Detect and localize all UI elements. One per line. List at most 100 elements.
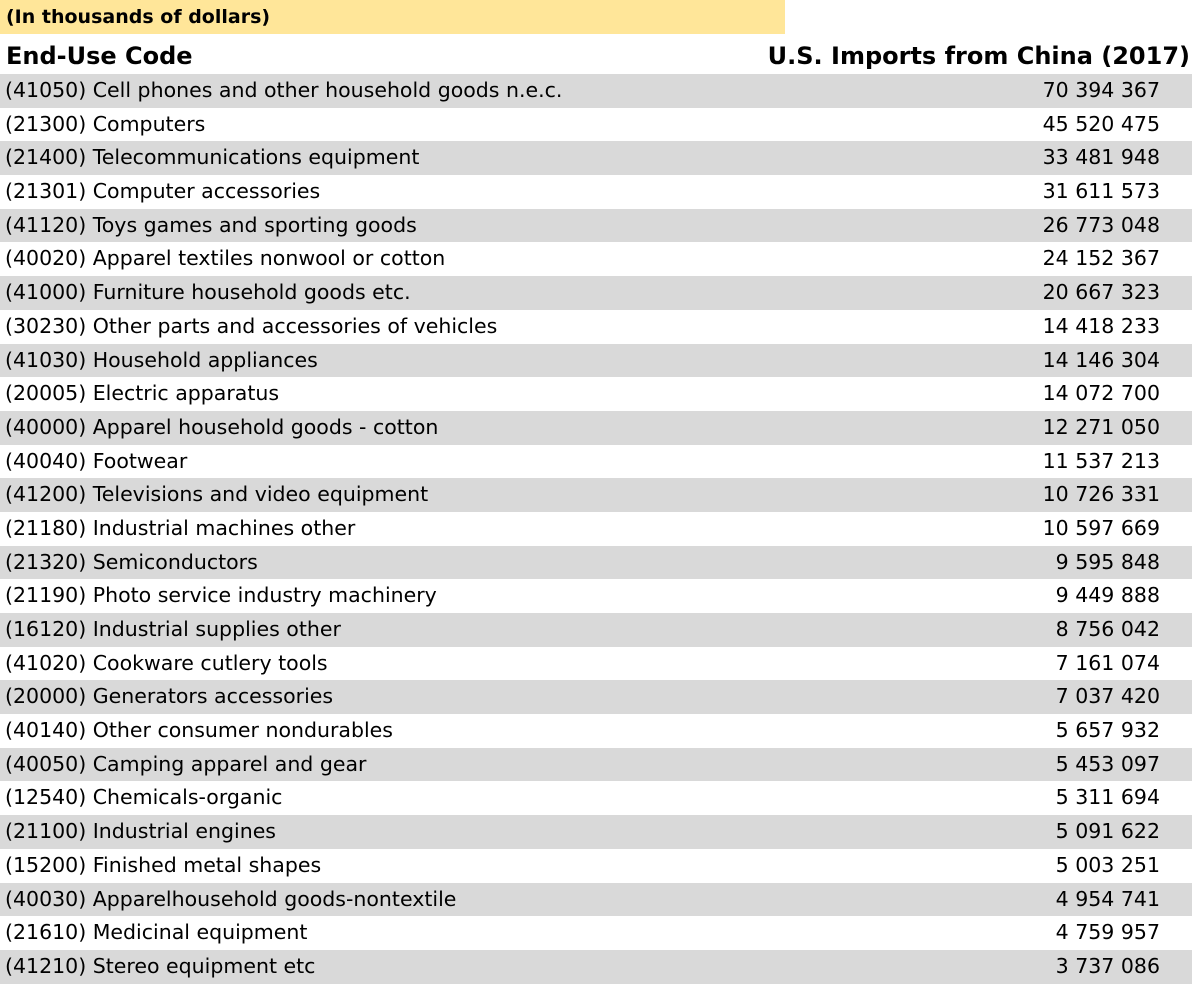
row-shading: [0, 478, 1192, 512]
table-row: (20005) Electric apparatus 14 072 700: [0, 377, 1200, 411]
row-shading: [0, 613, 1192, 647]
end-use-code-cell: (41000) Furniture household goods etc.: [5, 280, 411, 305]
import-value-cell: 8 756 042: [1055, 617, 1160, 641]
import-value-cell: 14 418 233: [1042, 313, 1160, 338]
end-use-code-cell: (21610) Medicinal equipment: [5, 920, 308, 945]
table-row: (21301) Computer accessories 31 611 573: [0, 175, 1200, 209]
table-row: (41000) Furniture household goods etc. 20…: [0, 276, 1200, 310]
row-shading: [0, 343, 1192, 378]
import-value-cell: 9 449 888: [1055, 583, 1160, 608]
import-value-cell: 31 611 573: [1042, 179, 1160, 204]
table-row: (21320) Semiconductors 9 595 848: [0, 545, 1200, 580]
table-row: (41120) Toys games and sporting goods 26 …: [0, 208, 1200, 243]
end-use-code-cell: (40040) Footwear: [5, 448, 188, 473]
import-value-cell: 12 271 050: [1042, 414, 1160, 439]
end-use-code-cell: (20005) Electric apparatus: [5, 381, 280, 406]
imports-table-body: (41050) Cell phones and other household …: [0, 74, 1200, 984]
table-row: (16120) Industrial supplies other 8 756 0…: [0, 613, 1200, 647]
import-value-cell: 10 726 331: [1042, 482, 1160, 507]
import-value-cell: 14 146 304: [1042, 347, 1160, 372]
import-value-cell: 4 954 741: [1055, 886, 1160, 911]
table-row: (15200) Finished metal shapes 5 003 251: [0, 849, 1200, 883]
table-row: (30230) Other parts and accessories of v…: [0, 310, 1200, 344]
table-row: (21400) Telecommunications equipment 33 4…: [0, 141, 1200, 176]
import-value-cell: 7 037 420: [1055, 684, 1160, 709]
end-use-code-cell: (21301) Computer accessories: [5, 179, 321, 204]
table-row: (41050) Cell phones and other household …: [0, 74, 1200, 108]
row-shading: [0, 545, 1192, 580]
row-shading: [0, 276, 1192, 310]
row-shading: [0, 141, 1192, 176]
import-value-cell: 7 161 074: [1055, 650, 1160, 675]
row-shading: [0, 882, 1192, 917]
import-value-cell: 3 737 086: [1055, 953, 1160, 978]
end-use-code-cell: (21400) Telecommunications equipment: [5, 145, 420, 170]
table-row: (21610) Medicinal equipment 4 759 957: [0, 916, 1200, 950]
table-row: (21300) Computers 45 520 475: [0, 108, 1200, 142]
end-use-code-cell: (21300) Computers: [5, 111, 206, 136]
table-row: (12540) Chemicals-organic 5 311 694: [0, 781, 1200, 815]
end-use-code-cell: (41030) Household appliances: [5, 347, 318, 372]
import-value-cell: 9 595 848: [1055, 549, 1160, 574]
import-value-cell: 20 667 323: [1042, 280, 1160, 305]
import-value-cell: 26 773 048: [1042, 212, 1160, 237]
table-row: (40050) Camping apparel and gear 5 453 09…: [0, 747, 1200, 782]
end-use-code-cell: (41210) Stereo equipment etc: [5, 953, 316, 978]
table-header: End-Use Code U.S. Imports from China (20…: [0, 36, 1200, 74]
end-use-code-cell: (41120) Toys games and sporting goods: [5, 212, 417, 237]
table-row: (41030) Household appliances 14 146 304: [0, 343, 1200, 378]
end-use-code-cell: (21320) Semiconductors: [5, 549, 258, 574]
row-shading: [0, 949, 1192, 984]
table-row: (21190) Photo service industry machinery…: [0, 579, 1200, 613]
import-value-cell: 4 759 957: [1055, 920, 1160, 945]
row-shading: [0, 208, 1192, 243]
row-shading: [0, 815, 1192, 849]
table-row: (20000) Generators accessories 7 037 420: [0, 680, 1200, 715]
end-use-code-cell: (40020) Apparel textiles nonwool or cott…: [5, 246, 446, 271]
end-use-code-cell: (30230) Other parts and accessories of v…: [5, 313, 498, 338]
row-shading: [0, 680, 1192, 715]
import-value-cell: 5 003 251: [1055, 852, 1160, 877]
end-use-code-cell: (20000) Generators accessories: [5, 684, 334, 709]
end-use-code-cell: (16120) Industrial supplies other: [5, 617, 341, 641]
table-row: (40030) Apparelhousehold goods-nontextil…: [0, 882, 1200, 917]
table-row: (21100) Industrial engines 5 091 622: [0, 815, 1200, 849]
import-value-cell: 11 537 213: [1042, 448, 1160, 473]
import-value-cell: 10 597 669: [1042, 515, 1160, 540]
end-use-code-cell: (12540) Chemicals-organic: [5, 785, 283, 810]
import-value-cell: 33 481 948: [1042, 145, 1160, 170]
table-row: (40040) Footwear 11 537 213: [0, 445, 1200, 479]
end-use-code-cell: (41200) Televisions and video equipment: [5, 482, 429, 507]
table-row: (41200) Televisions and video equipment 1…: [0, 478, 1200, 512]
end-use-code-cell: (21100) Industrial engines: [5, 819, 276, 844]
end-use-code-cell: (21180) Industrial machines other: [5, 515, 356, 540]
import-value-cell: 24 152 367: [1042, 246, 1160, 271]
end-use-code-cell: (40140) Other consumer nondurables: [5, 718, 393, 743]
end-use-code-cell: (21190) Photo service industry machinery: [5, 583, 437, 608]
end-use-code-cell: (41050) Cell phones and other household …: [5, 78, 563, 102]
end-use-code-cell: (40050) Camping apparel and gear: [5, 751, 367, 776]
row-shading: [0, 747, 1192, 782]
table-row: (40000) Apparel household goods - cotton…: [0, 410, 1200, 445]
end-use-code-cell: (40030) Apparelhousehold goods-nontextil…: [5, 886, 457, 911]
import-value-cell: 5 311 694: [1055, 785, 1160, 810]
end-use-code-cell: (40000) Apparel household goods - cotton: [5, 414, 439, 439]
units-note: (In thousands of dollars): [0, 0, 785, 34]
header-imports-value: U.S. Imports from China (2017): [767, 42, 1190, 70]
import-value-cell: 5 657 932: [1055, 718, 1160, 743]
import-value-cell: 5 091 622: [1055, 819, 1160, 844]
table-row: (41210) Stereo equipment etc 3 737 086: [0, 949, 1200, 984]
table-row: (41020) Cookware cutlery tools 7 161 074: [0, 647, 1200, 681]
row-shading: [0, 410, 1192, 445]
import-value-cell: 14 072 700: [1042, 381, 1160, 406]
table-row: (40020) Apparel textiles nonwool or cott…: [0, 242, 1200, 276]
import-value-cell: 5 453 097: [1055, 751, 1160, 776]
import-value-cell: 70 394 367: [1042, 78, 1160, 102]
table-row: (40140) Other consumer nondurables 5 657 …: [0, 714, 1200, 748]
end-use-code-cell: (41020) Cookware cutlery tools: [5, 650, 328, 675]
header-end-use-code: End-Use Code: [6, 42, 193, 70]
import-value-cell: 45 520 475: [1042, 111, 1160, 136]
row-shading: [0, 74, 1192, 108]
table-row: (21180) Industrial machines other 10 597 …: [0, 512, 1200, 546]
end-use-code-cell: (15200) Finished metal shapes: [5, 852, 322, 877]
